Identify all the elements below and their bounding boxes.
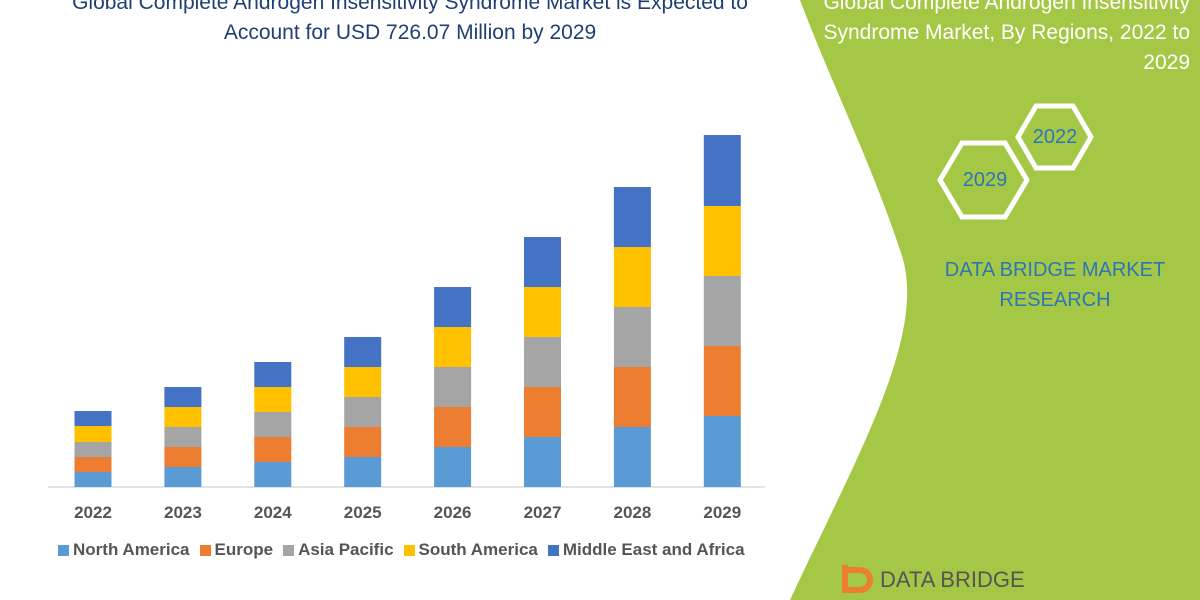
legend-swatch — [283, 544, 295, 556]
bar-segment-2026-middle-east-and-africa — [434, 287, 472, 327]
legend-item: North America — [58, 540, 190, 560]
x-tick-label: 2025 — [344, 503, 382, 522]
logo-text: DATA BRIDGE — [880, 567, 1025, 592]
bar-segment-2028-asia-pacific — [613, 307, 651, 367]
chart-title: Global Complete Androgen Insensitivity S… — [72, 0, 748, 44]
legend-swatch — [199, 544, 211, 556]
legend-item: Europe — [199, 540, 274, 560]
bar-segment-2025-europe — [344, 427, 382, 457]
bar-segment-2025-asia-pacific — [344, 397, 382, 427]
bar-segment-2024-asia-pacific — [254, 412, 292, 437]
legend-item: Middle East and Africa — [547, 540, 745, 560]
plot-area: 2022 2023 2024 2025 2026 2027 2028 2029 — [48, 135, 765, 522]
bar-segment-2027-north-america — [524, 437, 561, 487]
legend-swatch — [547, 544, 559, 556]
legend-label: Asia Pacific — [298, 540, 394, 559]
bar-segment-2029-south-america — [703, 206, 741, 276]
bar-segment-2029-middle-east-and-africa — [703, 135, 741, 206]
bar-segment-2026-europe — [434, 407, 472, 447]
bar-segment-2024-north-america — [254, 462, 292, 487]
logo-icon — [842, 565, 873, 593]
bar-segment-2028-north-america — [613, 427, 651, 487]
bar-segment-2023-south-america — [164, 407, 202, 427]
bar-segment-2028-south-america — [613, 247, 651, 307]
x-tick-label: 2023 — [164, 503, 202, 522]
bar-segment-2029-europe — [703, 346, 741, 416]
bar-segment-2027-south-america — [524, 287, 561, 337]
bar-segment-2022-asia-pacific — [74, 442, 112, 457]
legend-label: Europe — [214, 540, 274, 559]
bar-segment-2022-middle-east-and-africa — [74, 411, 112, 426]
bar-segment-2025-north-america — [344, 457, 382, 487]
legend-label: Middle East and Africa — [562, 540, 745, 559]
hexagon-2029 — [937, 140, 1030, 220]
green-panel — [790, 0, 1200, 600]
legend-item: Asia Pacific — [283, 540, 394, 560]
bar-segment-2022-north-america — [74, 472, 112, 487]
hex-label-2029: 2029 — [962, 169, 1008, 191]
bar-segment-2025-south-america — [344, 367, 382, 397]
bar-segment-2026-asia-pacific — [434, 367, 472, 407]
side-title: Global Complete Androgen Insensitivity S… — [823, 0, 1190, 74]
bar-segment-2025-middle-east-and-africa — [344, 337, 382, 367]
bar-segment-2022-europe — [74, 457, 112, 472]
legend-swatch — [403, 544, 415, 556]
bar-segment-2027-europe — [524, 387, 561, 437]
bar-segment-2028-middle-east-and-africa — [613, 187, 651, 247]
x-tick-label: 2024 — [254, 503, 292, 522]
hex-label-2022: 2022 — [1032, 126, 1078, 148]
bar-segment-2029-north-america — [703, 416, 741, 487]
bar-segment-2023-north-america — [164, 467, 202, 487]
bar-segment-2029-asia-pacific — [703, 276, 741, 346]
hexagon-2022 — [1015, 103, 1094, 171]
bar-segment-2028-europe — [613, 367, 651, 427]
bar-segment-2023-europe — [164, 447, 202, 467]
bar-segment-2023-middle-east-and-africa — [164, 387, 202, 407]
legend-label: South America — [418, 540, 538, 559]
bar-segment-2024-europe — [254, 437, 292, 462]
brand-text: DATA BRIDGE MARKET RESEARCH — [944, 259, 1166, 311]
bar-segment-2027-middle-east-and-africa — [524, 237, 561, 287]
x-tick-label: 2027 — [524, 503, 562, 522]
bar-segment-2026-south-america — [434, 327, 472, 367]
bar-segment-2022-south-america — [74, 426, 112, 442]
legend-item: South America — [403, 540, 538, 560]
bar-segment-2027-asia-pacific — [524, 337, 561, 387]
x-tick-label: 2028 — [613, 503, 651, 522]
bar-segment-2024-south-america — [254, 387, 292, 412]
bar-segment-2023-asia-pacific — [164, 427, 202, 447]
bar-segment-2026-north-america — [434, 447, 472, 487]
legend-label: North America — [73, 540, 190, 559]
bar-segment-2024-middle-east-and-africa — [254, 362, 292, 387]
legend: North America Europe Asia Pacific South Ame… — [58, 540, 745, 560]
x-tick-label: 2029 — [703, 503, 741, 522]
legend-swatch — [58, 544, 69, 556]
x-tick-label: 2022 — [74, 503, 112, 522]
x-tick-label: 2026 — [434, 503, 472, 522]
